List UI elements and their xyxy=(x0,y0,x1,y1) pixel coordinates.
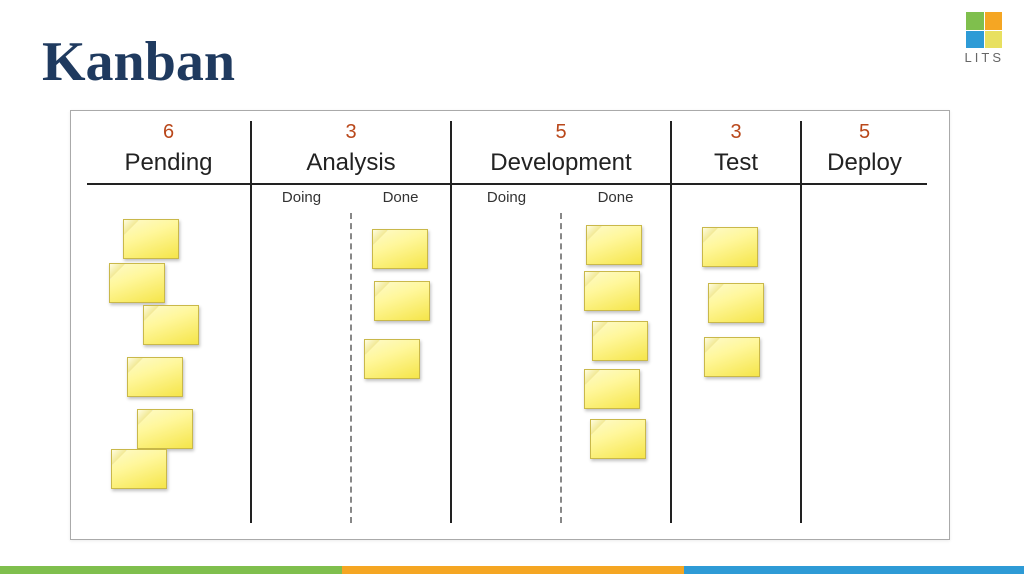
wip-limit: 3 xyxy=(252,121,450,149)
sticky-note[interactable] xyxy=(708,283,764,323)
lane xyxy=(452,213,562,523)
sub-column-label: Done xyxy=(351,185,450,213)
column-title: Deploy xyxy=(802,149,927,183)
sticky-note[interactable] xyxy=(590,419,646,459)
wip-limit: 6 xyxy=(87,121,250,149)
logo-text: LITS xyxy=(965,50,1004,65)
lane xyxy=(802,213,927,523)
page-title: Kanban xyxy=(42,30,235,94)
sticky-note[interactable] xyxy=(137,409,193,449)
sub-column-label: Doing xyxy=(252,185,351,213)
wip-limit: 5 xyxy=(802,121,927,149)
wip-limit: 3 xyxy=(672,121,800,149)
sub-column-label: Doing xyxy=(452,185,561,213)
logo-quadrant xyxy=(985,31,1003,49)
brand-logo: LITS xyxy=(965,12,1004,65)
logo-quadrant xyxy=(966,12,984,30)
lane xyxy=(562,213,670,523)
sticky-note[interactable] xyxy=(374,281,430,321)
logo-quadrant xyxy=(985,12,1003,30)
column-deploy: 5Deploy xyxy=(802,121,927,523)
sticky-note[interactable] xyxy=(111,449,167,489)
kanban-board: 6Pending3AnalysisDoingDone5DevelopmentDo… xyxy=(70,110,950,540)
lane xyxy=(87,213,250,523)
column-test: 3Test xyxy=(672,121,802,523)
lane xyxy=(252,213,352,523)
sticky-note[interactable] xyxy=(109,263,165,303)
wip-limit: 5 xyxy=(452,121,670,149)
column-title: Pending xyxy=(87,149,250,183)
column-analysis: 3AnalysisDoingDone xyxy=(252,121,452,523)
logo-icon xyxy=(966,12,1002,48)
column-development: 5DevelopmentDoingDone xyxy=(452,121,672,523)
sticky-note[interactable] xyxy=(364,339,420,379)
footer-stripe xyxy=(0,566,1024,574)
sticky-note[interactable] xyxy=(584,369,640,409)
sticky-note[interactable] xyxy=(123,219,179,259)
sticky-note[interactable] xyxy=(372,229,428,269)
column-title: Test xyxy=(672,149,800,183)
column-pending: 6Pending xyxy=(87,121,252,523)
sub-column-label: Done xyxy=(561,185,670,213)
sticky-note[interactable] xyxy=(702,227,758,267)
column-title: Development xyxy=(452,149,670,183)
sticky-note[interactable] xyxy=(584,271,640,311)
lane xyxy=(352,213,450,523)
logo-quadrant xyxy=(966,31,984,49)
sticky-note[interactable] xyxy=(704,337,760,377)
column-title: Analysis xyxy=(252,149,450,183)
sticky-note[interactable] xyxy=(592,321,648,361)
sticky-note[interactable] xyxy=(143,305,199,345)
sticky-note[interactable] xyxy=(586,225,642,265)
lane xyxy=(672,213,800,523)
sticky-note[interactable] xyxy=(127,357,183,397)
